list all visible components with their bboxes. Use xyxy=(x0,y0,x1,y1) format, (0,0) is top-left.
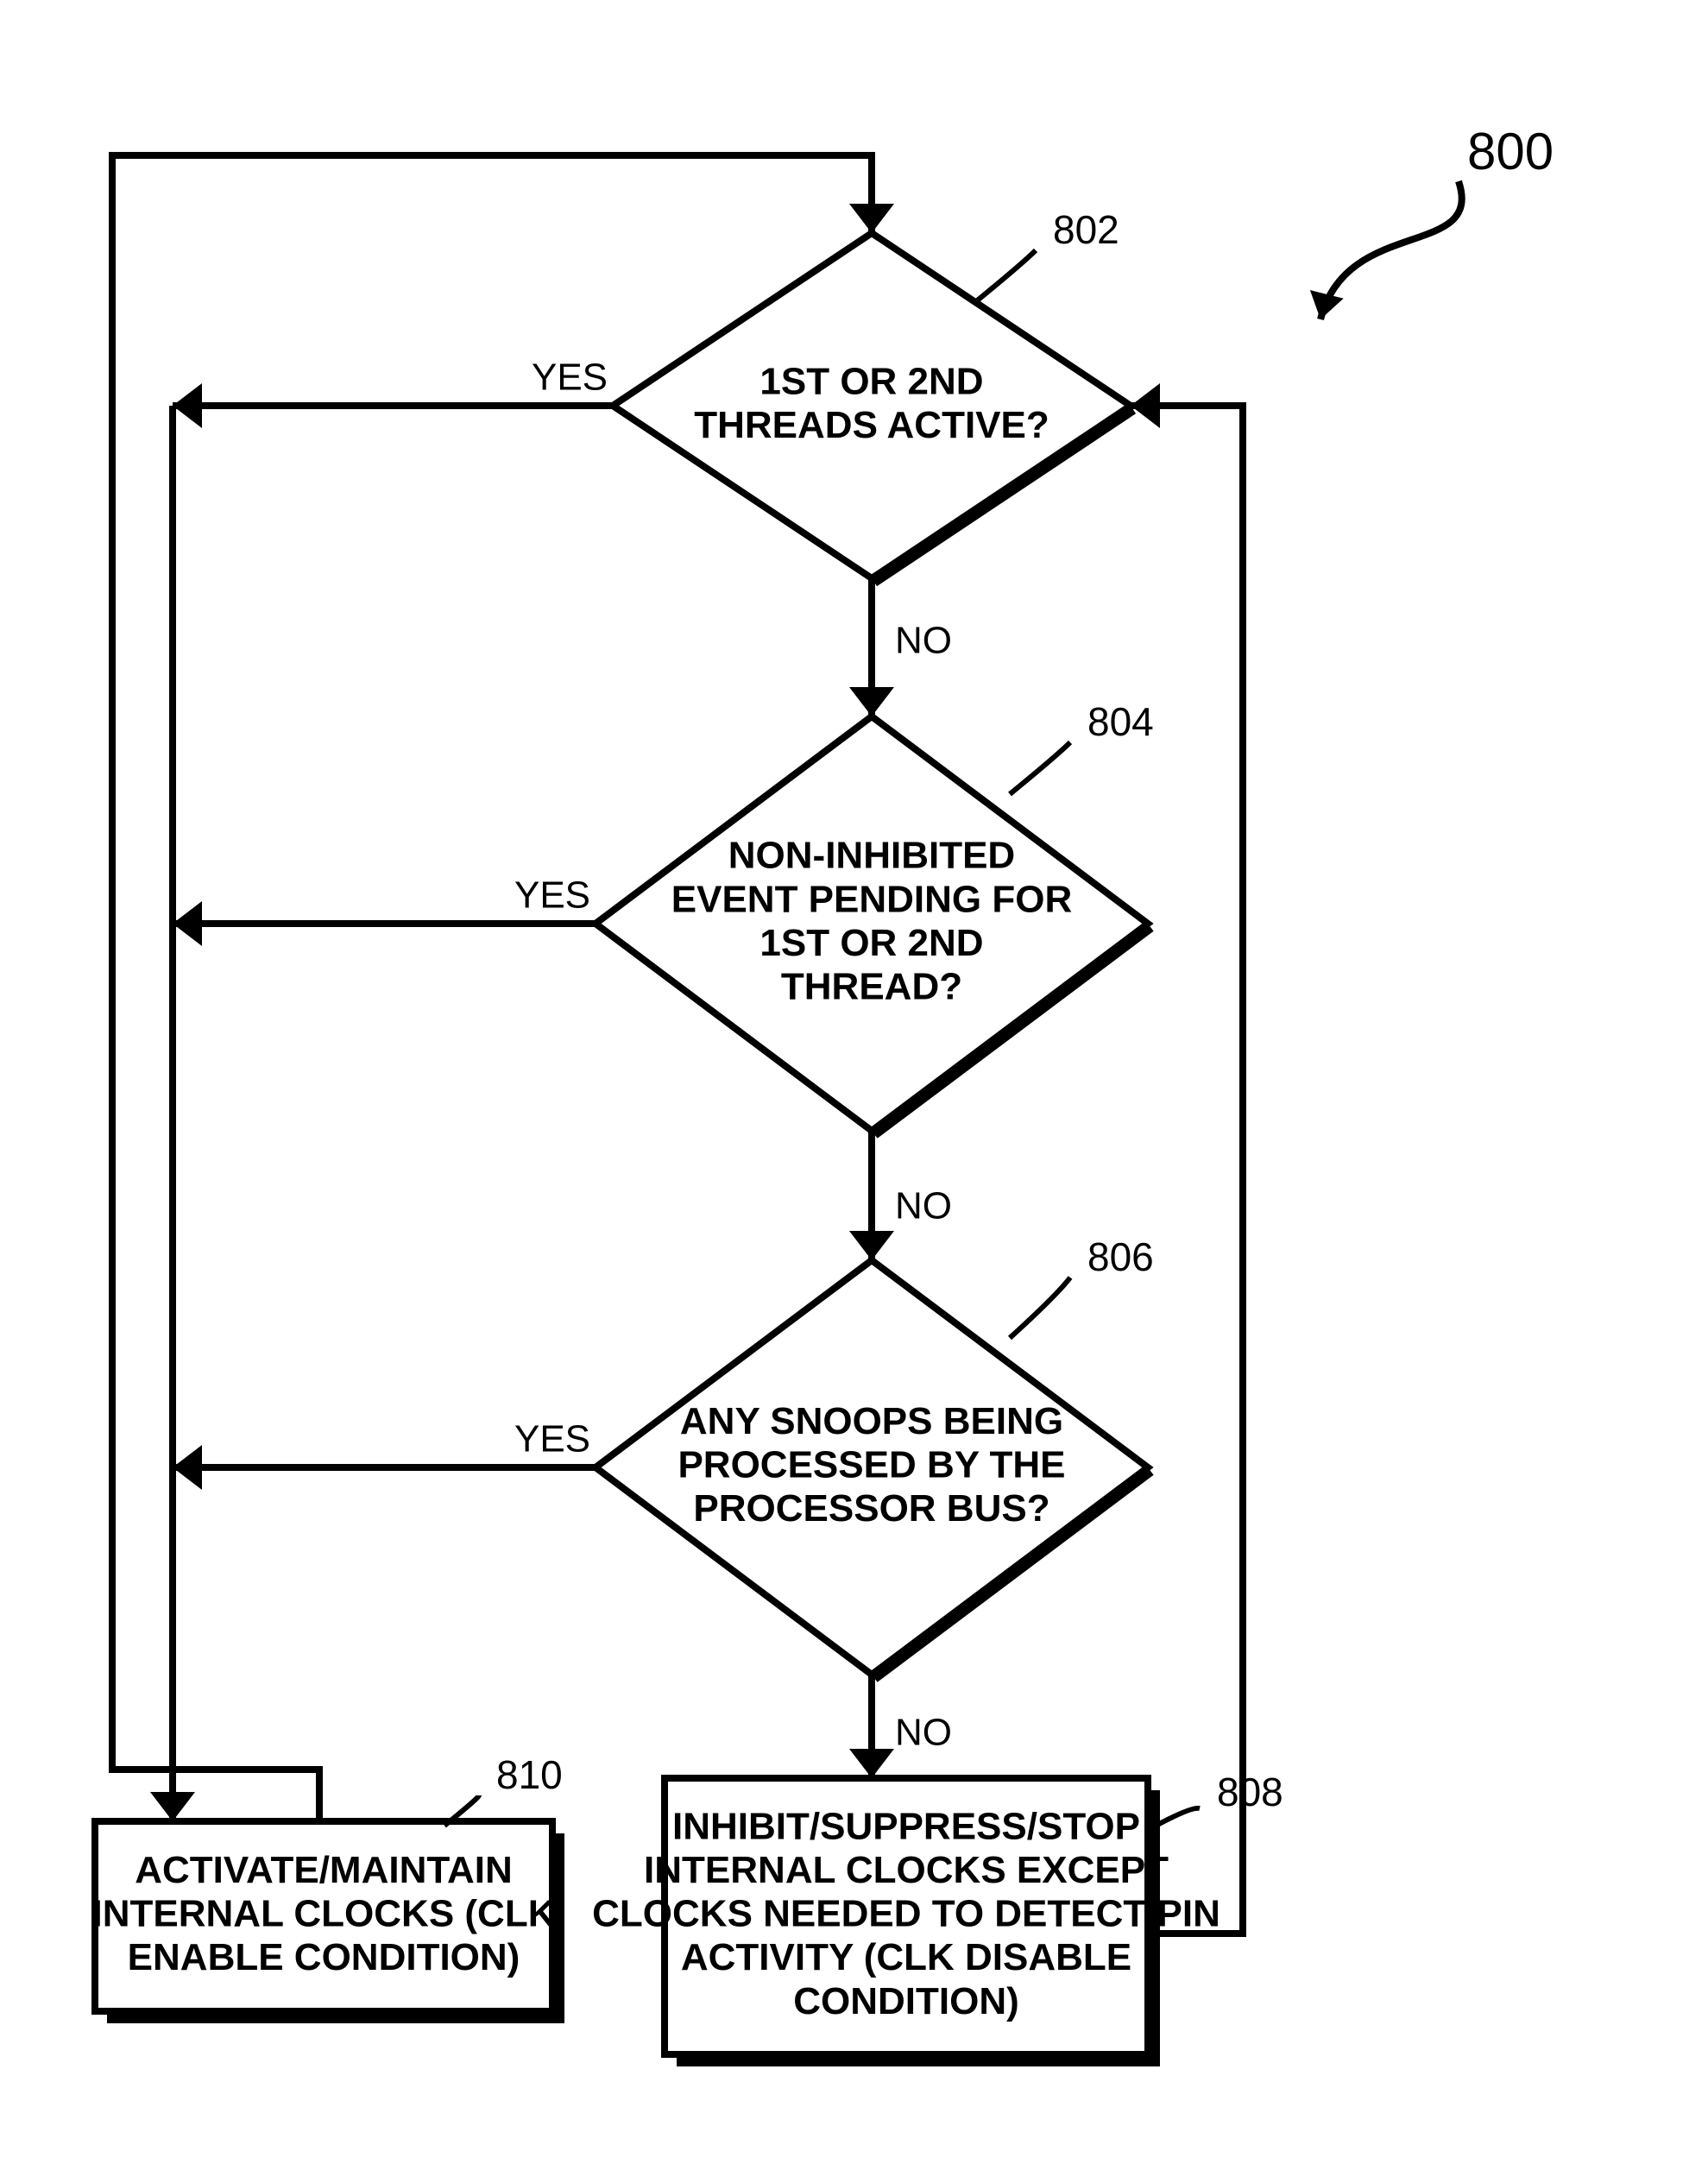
flowchart: 1ST OR 2NDTHREADS ACTIVE?802NON-INHIBITE… xyxy=(0,0,1708,2164)
svg-text:THREADS ACTIVE?: THREADS ACTIVE? xyxy=(694,404,1049,446)
svg-text:ENABLE CONDITION): ENABLE CONDITION) xyxy=(128,1936,520,1978)
svg-text:1ST OR 2ND: 1ST OR 2ND xyxy=(759,922,983,964)
svg-text:PROCESSOR BUS?: PROCESSOR BUS? xyxy=(693,1487,1049,1530)
svg-text:ACTIVATE/MAINTAIN: ACTIVATE/MAINTAIN xyxy=(135,1849,513,1891)
svg-text:INTERNAL CLOCKS EXCEPT: INTERNAL CLOCKS EXCEPT xyxy=(644,1849,1169,1891)
svg-text:ANY SNOOPS BEING: ANY SNOOPS BEING xyxy=(680,1400,1063,1442)
ref-number: 806 xyxy=(1087,1234,1154,1279)
svg-text:INTERNAL CLOCKS (CLK: INTERNAL CLOCKS (CLK xyxy=(92,1893,556,1935)
edge-label: NO xyxy=(895,620,952,662)
edge-label: NO xyxy=(895,1185,952,1227)
svg-text:NON-INHIBITED: NON-INHIBITED xyxy=(728,835,1015,877)
svg-text:CLOCKS NEEDED TO DETECT PIN: CLOCKS NEEDED TO DETECT PIN xyxy=(592,1893,1220,1935)
ref-number: 802 xyxy=(1053,207,1119,252)
svg-text:ACTIVITY (CLK DISABLE: ACTIVITY (CLK DISABLE xyxy=(681,1936,1131,1978)
svg-text:1ST OR 2ND: 1ST OR 2ND xyxy=(759,360,983,402)
ref-number: 804 xyxy=(1087,699,1154,744)
edge-label: YES xyxy=(532,356,608,399)
svg-text:CONDITION): CONDITION) xyxy=(793,1980,1019,2022)
edge-label: YES xyxy=(514,874,590,917)
ref-number: 808 xyxy=(1217,1770,1283,1814)
edge-label: NO xyxy=(895,1712,952,1754)
svg-text:THREAD?: THREAD? xyxy=(781,966,962,1008)
figure-number: 800 xyxy=(1467,123,1554,180)
svg-text:PROCESSED BY THE: PROCESSED BY THE xyxy=(678,1444,1065,1486)
svg-text:EVENT PENDING FOR: EVENT PENDING FOR xyxy=(671,878,1073,920)
edge-label: YES xyxy=(514,1418,590,1461)
svg-text:INHIBIT/SUPPRESS/STOP: INHIBIT/SUPPRESS/STOP xyxy=(672,1805,1140,1847)
ref-number: 810 xyxy=(496,1752,563,1797)
